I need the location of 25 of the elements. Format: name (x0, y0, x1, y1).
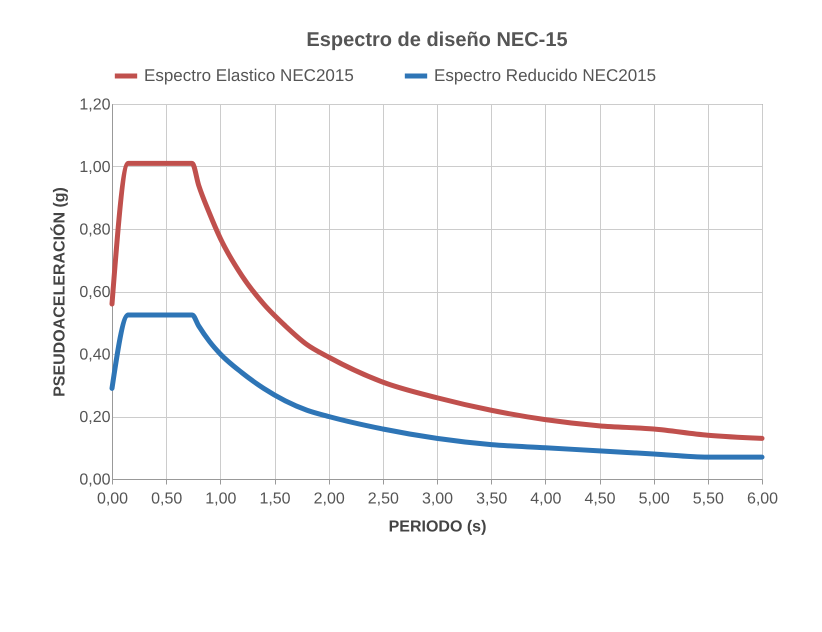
y-tick-label: 0,20 (79, 409, 111, 426)
x-tick-label: 2,00 (314, 490, 345, 508)
y-tick-label: 1,20 (79, 96, 111, 114)
x-tick-label: 5,50 (692, 490, 724, 508)
x-tick-label: 4,00 (530, 490, 562, 508)
x-tick-label: 4,50 (584, 490, 616, 508)
x-tick-label: 0,50 (151, 490, 182, 508)
x-tick-label: 2,50 (368, 490, 400, 508)
x-tick-label: 3,00 (422, 490, 454, 508)
x-tick-label: 1,50 (259, 490, 291, 508)
legend-label: Espectro Reducido NEC2015 (434, 66, 656, 85)
x-tick-label: 3,50 (476, 490, 508, 508)
legend-label: Espectro Elastico NEC2015 (144, 66, 354, 85)
y-axis-title: PSEUDOACELERACIÓN (g) (49, 187, 68, 397)
x-tick-label: 1,00 (205, 490, 237, 508)
y-tick-label: 0,60 (79, 284, 111, 301)
x-tick-label: 5,00 (638, 490, 670, 508)
y-tick-label: 0,00 (79, 472, 111, 488)
x-tick-label: 6,00 (746, 490, 778, 508)
x-axis-title: PERIODO (s) (388, 518, 486, 536)
y-tick-label: 0,40 (79, 346, 111, 364)
y-tick-label: 0,80 (79, 222, 111, 238)
chart-title: Espectro de diseño NEC-15 (306, 29, 568, 51)
x-tick-label: 0,00 (96, 490, 128, 508)
y-tick-label: 1,00 (79, 159, 111, 176)
